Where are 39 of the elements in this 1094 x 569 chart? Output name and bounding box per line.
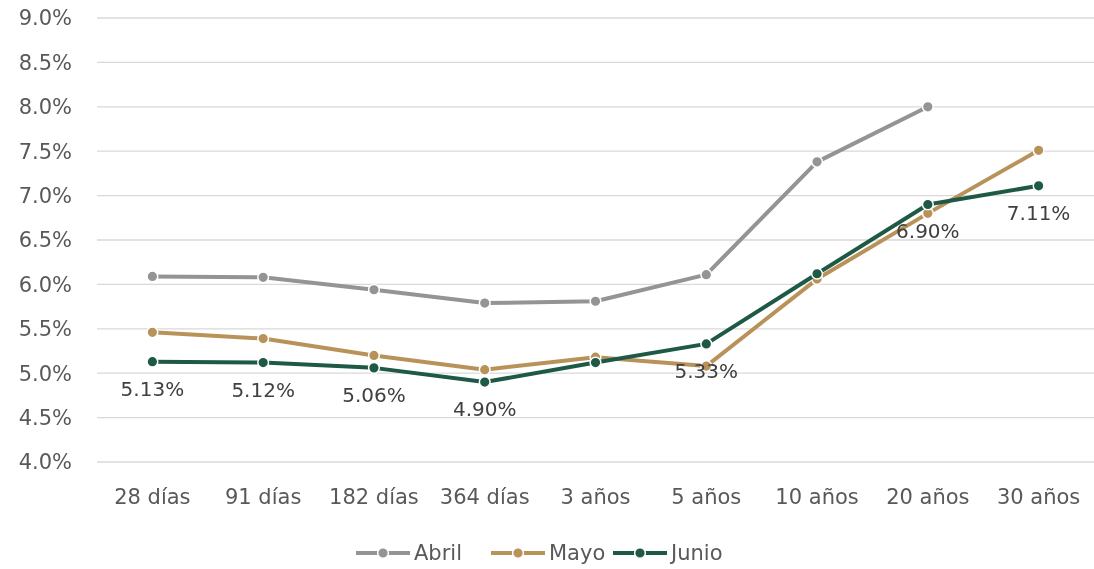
point	[478, 375, 491, 389]
y-tick-label: 7.5%	[18, 139, 72, 164]
point	[700, 268, 713, 281]
y-tick-label: 4.5%	[18, 405, 72, 430]
data-label: 5.12%	[231, 377, 295, 402]
x-tick-label: 10 años	[775, 485, 859, 509]
point	[367, 361, 381, 374]
x-tick-label: 3 años	[560, 485, 631, 509]
x-tick-label: 20 años	[886, 485, 970, 509]
y-tick-label: 8.0%	[18, 95, 72, 120]
y-tick-label: 6.0%	[18, 272, 72, 297]
data-label: 6.90%	[896, 219, 960, 244]
point	[367, 283, 381, 296]
data-label: 5.06%	[342, 382, 406, 407]
y-tick-label: 4.0%	[18, 450, 72, 475]
data-label: 7.11%	[1006, 200, 1071, 225]
x-tick-label: 5 años	[671, 485, 742, 509]
y-tick-label: 7.0%	[18, 183, 72, 208]
legend-label: Abril	[414, 541, 462, 566]
x-tick-label: 91 días	[224, 485, 302, 509]
y-tick-label: 5.0%	[18, 361, 72, 386]
y-tick-label: 8.5%	[18, 50, 72, 75]
x-tick-label: 28 días	[114, 485, 191, 509]
point	[810, 267, 824, 280]
point	[589, 356, 602, 369]
legend-label: Mayo	[549, 541, 606, 566]
data-label: 5.13%	[120, 376, 185, 401]
y-tick-label: 6.5%	[18, 228, 72, 253]
point	[367, 349, 381, 362]
data-label: 4.90%	[452, 397, 517, 422]
y-tick-label: 9.0%	[18, 6, 72, 31]
legend-label: Junio	[669, 541, 723, 566]
data-label: 5.33%	[674, 358, 739, 383]
point	[478, 296, 491, 310]
x-tick-label: 30 años	[996, 485, 1081, 509]
y-tick-label: 5.5%	[18, 317, 72, 342]
x-tick-label: 182 días	[329, 485, 419, 509]
x-tick-label: 364 días	[439, 485, 530, 509]
point	[810, 155, 824, 168]
